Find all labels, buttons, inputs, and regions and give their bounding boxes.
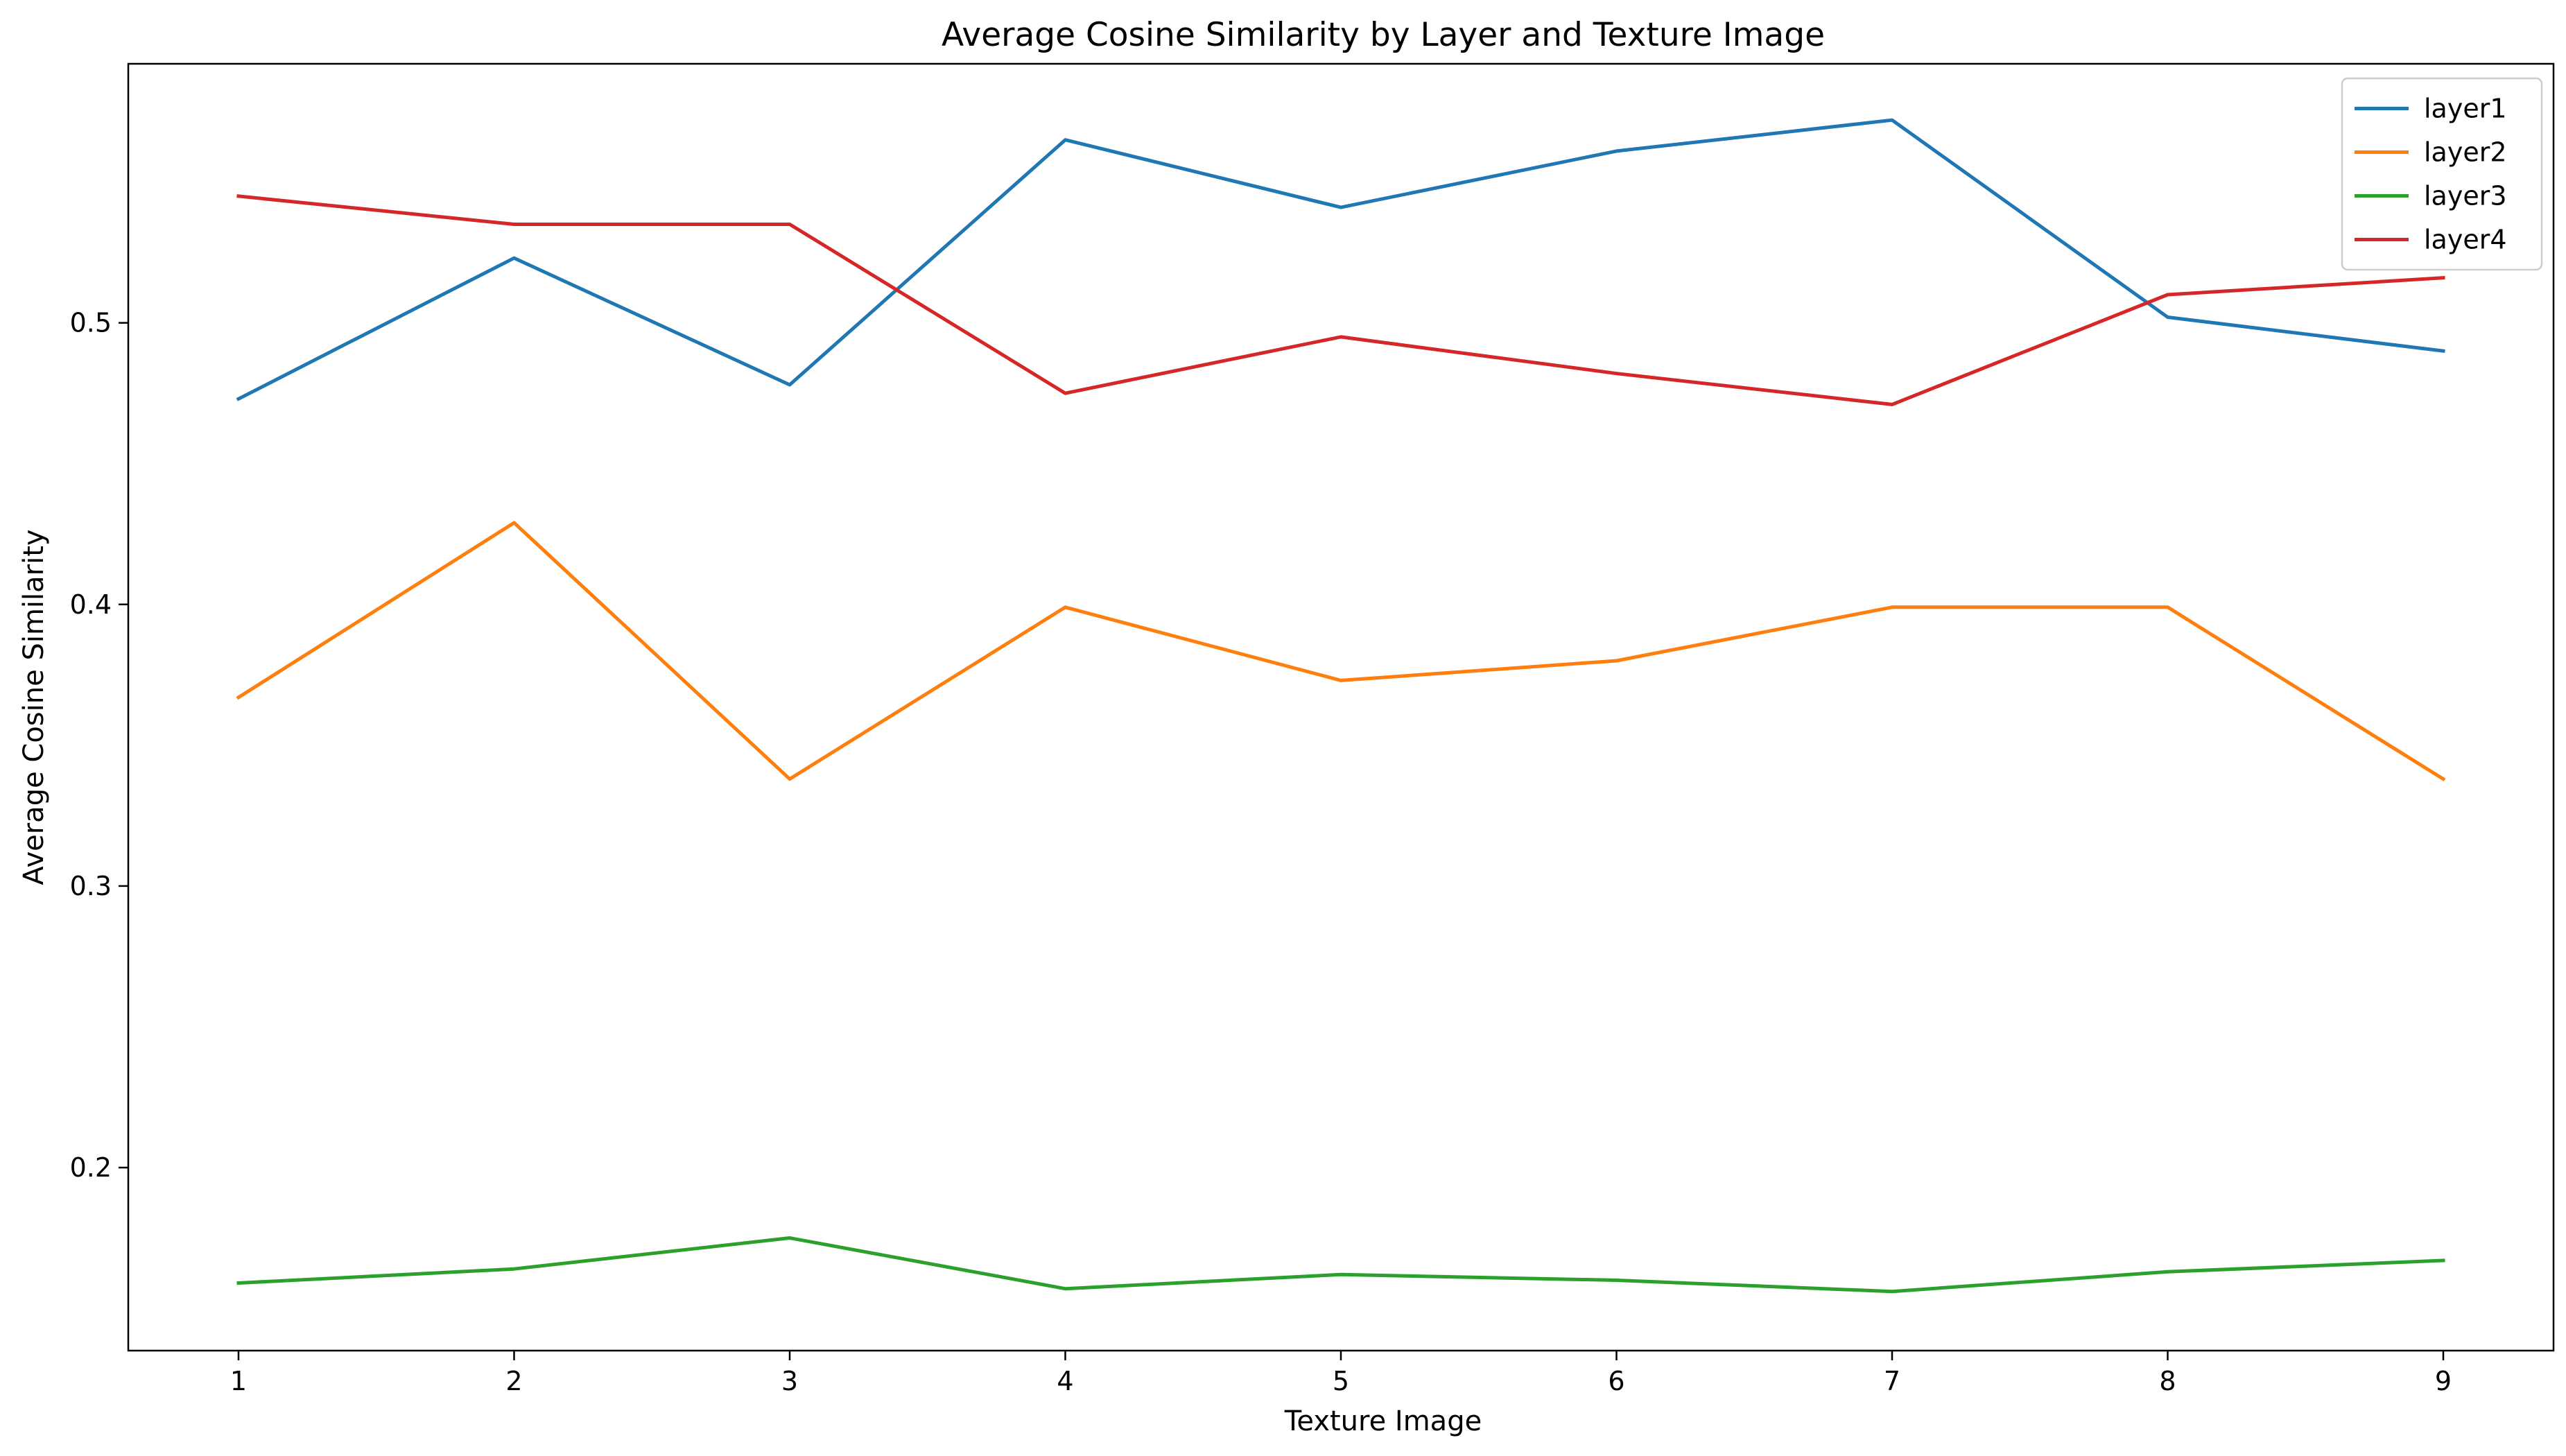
y-tick-label: 0.4 [70, 589, 112, 620]
x-tick-label: 2 [505, 1366, 522, 1396]
legend-label-layer1: layer1 [2424, 94, 2507, 124]
legend-label-layer3: layer3 [2424, 181, 2507, 211]
legend-box [2341, 77, 2543, 271]
x-tick-label: 6 [1608, 1366, 1624, 1396]
y-tick-label: 0.5 [70, 308, 112, 338]
x-tick-label: 5 [1333, 1366, 1349, 1396]
x-tick-label: 1 [230, 1366, 247, 1396]
x-tick-label: 3 [781, 1366, 798, 1396]
legend-label-layer4: layer4 [2424, 225, 2507, 255]
chart-title: Average Cosine Similarity by Layer and T… [942, 16, 1825, 54]
legend-label-layer2: layer2 [2424, 137, 2507, 168]
legend: layer1 layer2 layer3 layer4 [2341, 77, 2543, 271]
x-tick-label: 7 [1884, 1366, 1900, 1396]
y-axis-label: Average Cosine Similarity [18, 529, 50, 885]
series-line-layer3 [236, 1236, 2445, 1294]
y-tick-label: 0.3 [70, 871, 112, 901]
y-tick-label: 0.2 [70, 1152, 112, 1183]
series-line-layer1 [236, 118, 2445, 401]
axes-frame [127, 62, 2555, 1352]
x-axis-label: Texture Image [1284, 1405, 1482, 1437]
series-line-layer2 [236, 521, 2446, 782]
plot-area: 1 2 3 4 5 6 7 8 9 0.2 0.3 0.4 0.5 [70, 62, 2555, 1396]
x-tick-label: 9 [2435, 1366, 2452, 1396]
x-tick-label: 8 [2159, 1366, 2176, 1396]
series-line-layer4 [236, 194, 2445, 406]
x-tick-label: 4 [1057, 1366, 1073, 1396]
